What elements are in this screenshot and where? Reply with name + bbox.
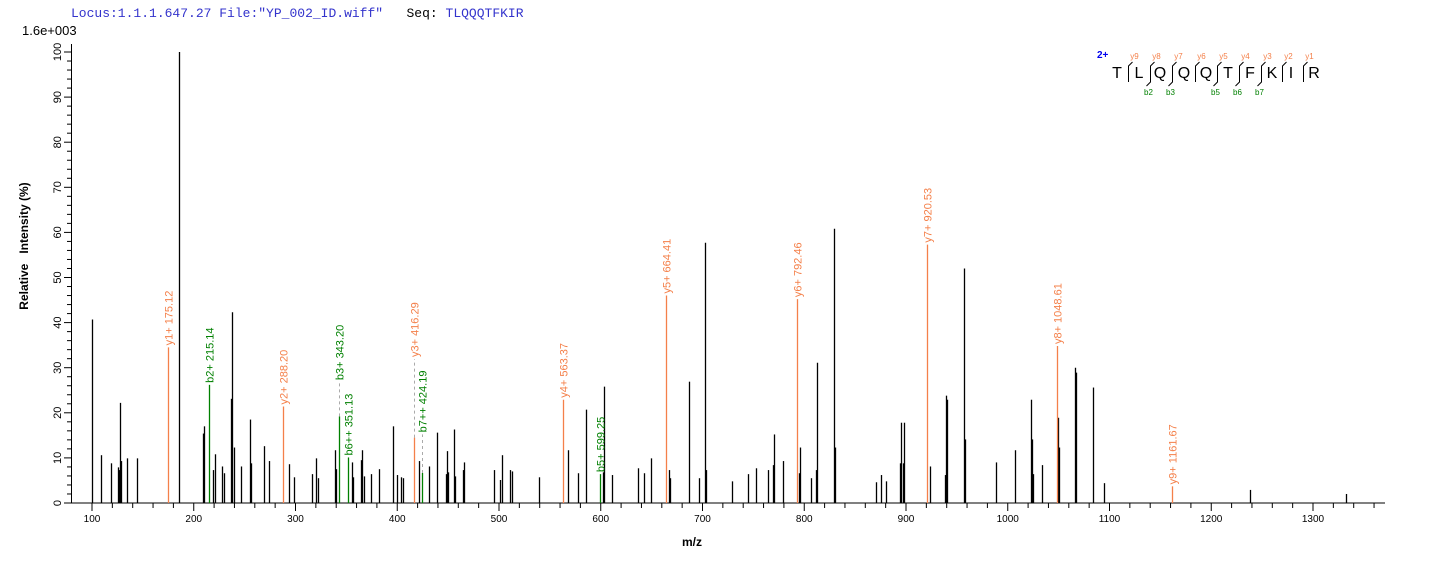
x-tick-label: 1100	[1099, 514, 1121, 525]
spectrum-header: Locus:1.1.1.647.27 File:"YP_002_ID.wiff"…	[71, 6, 524, 21]
b-ion-label: b7	[1255, 88, 1264, 97]
y-cleavage-mark	[1261, 61, 1266, 82]
y-axis-label: Relative Intensity (%)	[17, 182, 31, 309]
x-tick-label: 200	[185, 514, 202, 525]
y-cleavage-mark	[1217, 61, 1222, 82]
y-tick-label: 100	[52, 43, 64, 61]
x-tick-label: 500	[491, 514, 508, 525]
y-cleavage-mark	[1303, 61, 1308, 82]
residue: R	[1308, 65, 1320, 82]
b-cleavage-mark	[1235, 66, 1240, 87]
y-tick-label: 60	[52, 226, 64, 238]
ion-label: y4+ 563.37	[559, 343, 571, 398]
y-cleavage-mark	[1282, 61, 1287, 82]
seq-prefix: Seq:	[406, 6, 438, 21]
ion-label: y3+ 416.29	[410, 302, 422, 357]
ion-label: y1+ 175.12	[164, 291, 176, 346]
y-tick-label: 0	[52, 500, 64, 506]
y-ion-label: y7	[1174, 52, 1183, 61]
y-cleavage-mark	[1172, 61, 1177, 82]
residue: L	[1135, 65, 1144, 82]
ion-label: y6+ 792.46	[793, 242, 805, 297]
y-ion-label: y6	[1197, 52, 1206, 61]
seq-value: TLQQQTFKIR	[445, 6, 524, 21]
residue: T	[1112, 65, 1122, 82]
locus-label: Locus:1.1.1.647.27	[71, 6, 212, 21]
b-ion-label: b6	[1233, 88, 1242, 97]
y-ion-label: y2	[1284, 52, 1293, 61]
x-tick-label: 800	[796, 514, 813, 525]
charge-state: 2+	[1097, 50, 1109, 61]
b-cleavage-mark	[1146, 66, 1151, 87]
y-tick-label: 40	[52, 316, 64, 328]
ion-label: b7++ 424.19	[418, 371, 430, 433]
ion-label: b3+ 343.20	[335, 325, 347, 380]
file-label: File:"YP_002_ID.wiff"	[219, 6, 384, 21]
residue: K	[1267, 65, 1278, 82]
y-tick-label: 30	[52, 362, 64, 374]
ion-label: b6++ 351.13	[344, 394, 356, 456]
ion-label: b5+ 599.25	[596, 417, 608, 472]
residue: Q	[1178, 65, 1190, 82]
x-tick-label: 900	[898, 514, 915, 525]
y-cleavage-mark	[1195, 61, 1200, 82]
x-tick-label: 400	[389, 514, 406, 525]
b-ion-label: b5	[1211, 88, 1220, 97]
y-ion-label: y5	[1219, 52, 1228, 61]
y-tick-label: 10	[52, 452, 64, 464]
ion-label: y7+ 920.53	[923, 188, 935, 243]
b-cleavage-mark	[1168, 66, 1173, 87]
b-ion-label: b3	[1166, 88, 1175, 97]
b-cleavage-mark	[1213, 66, 1218, 87]
x-tick-label: 1300	[1302, 514, 1325, 525]
annotations: y1+ 175.12 b2+ 215.14 y2+ 288.20 b3+ 343.20…	[164, 188, 1180, 503]
ion-label: y5+ 664.41	[662, 239, 674, 294]
x-tick-label: 1000	[997, 514, 1020, 525]
x-axis-label: m/z	[682, 535, 702, 549]
ion-label: b2+ 215.14	[205, 327, 217, 382]
y-ion-label: y3	[1263, 52, 1272, 61]
y-ion-label: y1	[1305, 52, 1314, 61]
y-cleavage-mark	[1239, 61, 1244, 82]
x-tick-label: 1200	[1200, 514, 1223, 525]
intensity-scale: 1.6e+003	[22, 23, 77, 38]
ion-label: y8+ 1048.61	[1053, 283, 1065, 344]
y-tick-label: 90	[52, 91, 64, 103]
x-tick-label: 600	[592, 514, 609, 525]
y-tick-label: 70	[52, 181, 64, 193]
axes: 100 200 300 400 500 600 700 800 900 1000 1100 1200 1…	[52, 43, 1385, 525]
y-ion-label: y4	[1241, 52, 1250, 61]
ion-label: y2+ 288.20	[279, 350, 291, 405]
x-tick-label: 300	[287, 514, 304, 525]
x-tick-label: 100	[84, 514, 101, 525]
peaks	[91, 52, 1348, 503]
residue: F	[1245, 65, 1255, 82]
ion-label: y9+ 1161.67	[1168, 424, 1180, 484]
residue: I	[1289, 65, 1293, 82]
y-tick-label: 80	[52, 136, 64, 148]
b-ion-label: b2	[1144, 88, 1153, 97]
b-cleavage-mark	[1257, 66, 1262, 87]
residue: Q	[1200, 65, 1212, 82]
residue: Q	[1154, 65, 1166, 82]
y-cleavage-mark	[1128, 61, 1133, 82]
y-ion-label: y8	[1152, 52, 1161, 61]
residue: T	[1223, 65, 1233, 82]
y-ion-label: y9	[1130, 52, 1139, 61]
y-tick-label: 20	[52, 407, 64, 419]
y-tick-label: 50	[52, 271, 64, 283]
x-tick-label: 700	[694, 514, 711, 525]
